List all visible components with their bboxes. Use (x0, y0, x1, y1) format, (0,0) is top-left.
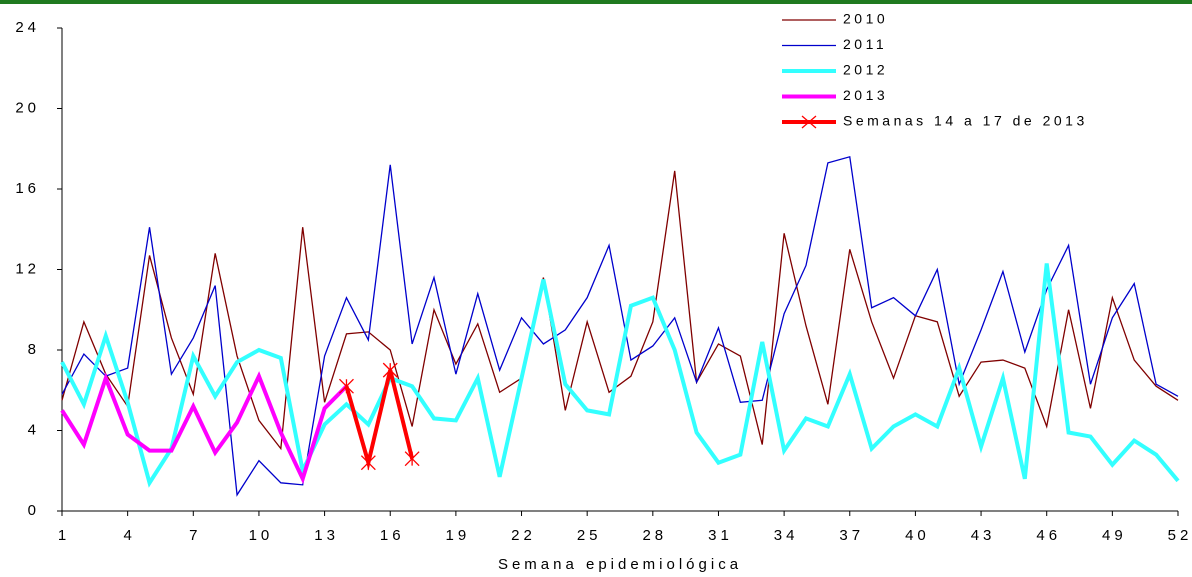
marker (360, 455, 376, 471)
y-tick-label: 8 (28, 341, 40, 358)
marker (382, 362, 398, 378)
legend-label: 2012 (843, 62, 888, 78)
y-tick-label: 24 (15, 19, 40, 36)
marker (404, 451, 420, 467)
x-tick-label: 10 (249, 527, 274, 544)
series-line (61, 170, 1179, 451)
y-tick-label: 16 (15, 180, 40, 197)
y-tick-label: 20 (15, 99, 40, 116)
marker (339, 378, 354, 394)
x-tick-label: 40 (905, 527, 930, 544)
y-tick-label: 0 (28, 502, 40, 519)
x-tick-label: 13 (314, 527, 339, 544)
x-axis-title: Semana epidemiológica (498, 556, 742, 573)
series-line (344, 369, 415, 471)
x-tick-label: 22 (511, 527, 536, 544)
y-tick-label: 12 (15, 260, 40, 277)
series-line (60, 263, 1180, 488)
legend-label: 2013 (843, 87, 888, 103)
x-tick-label: 46 (1036, 527, 1061, 544)
legend-label: 2010 (843, 11, 888, 27)
x-tick-label: 31 (708, 527, 733, 544)
x-tick-label: 1 (58, 527, 70, 544)
x-tick-label: 43 (971, 527, 996, 544)
x-tick-label: 28 (642, 527, 667, 544)
x-tick-label: 34 (774, 527, 799, 544)
y-tick-label: 4 (28, 421, 40, 438)
legend-label: 2011 (843, 36, 887, 52)
x-tick-label: 25 (577, 527, 602, 544)
legend-label: Semanas 14 a 17 de 2013 (843, 113, 1088, 129)
top-bar (0, 0, 1192, 4)
x-tick-label: 4 (123, 527, 135, 544)
x-tick-label: 7 (189, 527, 201, 544)
x-tick-label: 52 (1168, 527, 1192, 544)
x-tick-label: 49 (1102, 527, 1127, 544)
series-line (61, 155, 1179, 497)
x-tick-label: 19 (446, 527, 471, 544)
x-tick-label: 16 (380, 527, 405, 544)
series-line (60, 371, 348, 485)
legend-marker (801, 115, 817, 129)
x-tick-label: 37 (839, 527, 864, 544)
